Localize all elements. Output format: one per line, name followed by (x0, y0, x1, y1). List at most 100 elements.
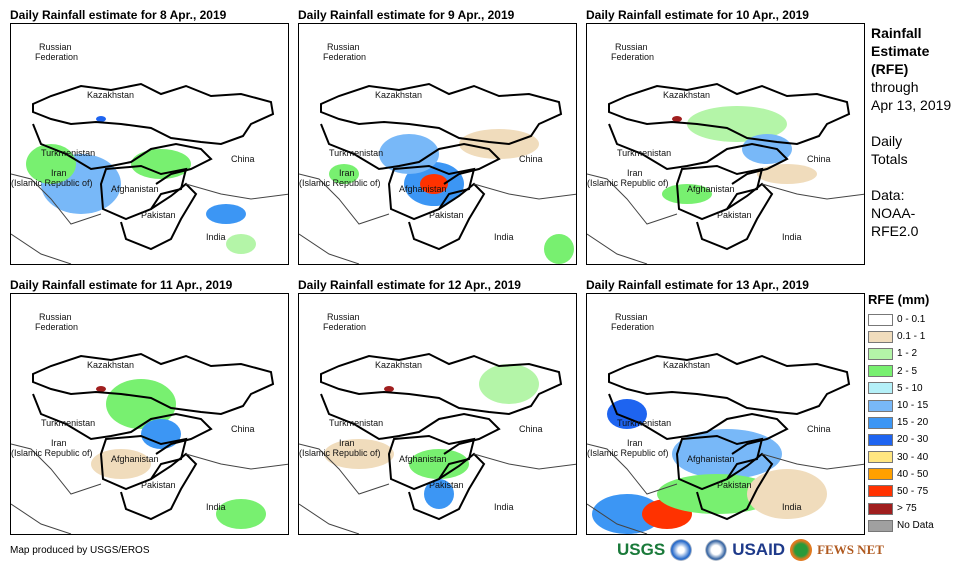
rainfall-area (592, 494, 662, 534)
rainfall-area (687, 106, 787, 142)
country-label-afghanistan: Afghanistan (399, 454, 447, 464)
legend-item: > 75 (868, 500, 934, 517)
country-label-iran: Iran (627, 438, 643, 448)
country-label-iran: Iran (339, 438, 355, 448)
rainfall-map (299, 352, 576, 534)
rainfall-area (409, 449, 469, 479)
country-boundaries (11, 82, 288, 264)
legend-swatch (868, 451, 893, 464)
rainfall-area (544, 234, 574, 264)
legend-label: > 75 (897, 503, 917, 515)
legend-swatch (868, 502, 893, 515)
rainfall-map (11, 82, 288, 264)
country-boundaries (299, 352, 576, 534)
country-label-russia: Russian (39, 42, 72, 52)
legend-item: 20 - 30 (868, 431, 934, 448)
legend-swatch (868, 519, 893, 532)
country-label-china: China (807, 424, 831, 434)
rainfall-area (479, 364, 539, 404)
rainfall-area (747, 469, 827, 519)
rainfall-area (424, 479, 454, 509)
info-title: Rainfall (871, 25, 922, 41)
info-title: Estimate (871, 43, 930, 59)
country-label-kazakhstan: Kazakhstan (375, 360, 423, 370)
legend-label: 30 - 40 (897, 451, 929, 463)
info-daily: Daily (871, 133, 903, 149)
country-label-russia: Russian (327, 42, 360, 52)
country-label-turkmenistan: Turkmenistan (617, 148, 672, 158)
legend-swatch (868, 382, 893, 395)
rainfall-area (216, 499, 266, 529)
country-label-afghanistan: Afghanistan (687, 454, 735, 464)
country-label-iran2: (Islamic Republic of) (11, 178, 93, 188)
rainfall-map-panel: Daily Rainfall estimate for 11 Apr., 201… (10, 278, 289, 540)
country-label-iran2: (Islamic Republic of) (299, 448, 381, 458)
country-label-india: India (206, 232, 226, 242)
country-label-india: India (494, 232, 514, 242)
legend-label: 40 - 50 (897, 468, 929, 480)
country-label-turkmenistan: Turkmenistan (329, 148, 384, 158)
rainfall-area (96, 386, 106, 392)
country-label-kazakhstan: Kazakhstan (663, 360, 711, 370)
legend-label: 0 - 0.1 (897, 314, 926, 326)
country-boundaries (11, 352, 288, 534)
country-label-russia2: Federation (323, 322, 367, 332)
panel-title: Daily Rainfall estimate for 13 Apr., 201… (586, 278, 809, 292)
country-label-russia: Russian (615, 42, 648, 52)
legend-item: 50 - 75 (868, 483, 934, 500)
country-label-turkmenistan: Turkmenistan (41, 148, 96, 158)
legend-item: 0 - 0.1 (868, 311, 934, 328)
country-boundaries (587, 352, 864, 534)
usaid-logo: USAID (732, 540, 786, 559)
country-boundaries (587, 82, 864, 264)
legend-label: 20 - 30 (897, 434, 929, 446)
country-label-kazakhstan: Kazakhstan (87, 90, 135, 100)
country-label-china: China (231, 424, 255, 434)
country-label-iran: Iran (51, 438, 67, 448)
country-label-russia2: Federation (611, 322, 655, 332)
country-label-afghanistan: Afghanistan (687, 184, 735, 194)
country-label-russia: Russian (39, 312, 72, 322)
rainfall-area (662, 184, 712, 204)
rainfall-map-panel: Daily Rainfall estimate for 9 Apr., 2019… (298, 8, 577, 270)
country-label-iran2: (Islamic Republic of) (299, 178, 381, 188)
country-label-china: China (519, 154, 543, 164)
country-boundaries (299, 82, 576, 264)
legend-label: 5 - 10 (897, 382, 923, 394)
legend-label: 15 - 20 (897, 417, 929, 429)
country-label-india: India (782, 502, 802, 512)
country-label-iran: Iran (627, 168, 643, 178)
country-label-india: India (206, 502, 226, 512)
info-title: (RFE) (871, 61, 909, 77)
country-label-iran2: (Islamic Republic of) (11, 448, 93, 458)
usgs-logo: USGS (617, 540, 666, 559)
rainfall-area (384, 386, 394, 392)
legend-item: 5 - 10 (868, 380, 934, 397)
panel-title: Daily Rainfall estimate for 9 Apr., 2019 (298, 8, 515, 22)
rainfall-area (96, 116, 106, 122)
rainfall-map-panel: Daily Rainfall estimate for 12 Apr., 201… (298, 278, 577, 540)
rainfall-area (672, 116, 682, 122)
legend-label: 1 - 2 (897, 348, 918, 360)
legend-label: 0.1 - 1 (897, 331, 926, 343)
country-label-pakistan: Pakistan (141, 480, 176, 490)
panel-title: Daily Rainfall estimate for 11 Apr., 201… (10, 278, 233, 292)
legend-swatch (868, 416, 893, 429)
legend-label: No Data (897, 520, 934, 532)
legend-swatch (868, 313, 893, 326)
country-label-russia2: Federation (35, 322, 79, 332)
legend-swatch (868, 433, 893, 446)
country-label-turkmenistan: Turkmenistan (329, 418, 384, 428)
legend-item: 15 - 20 (868, 414, 934, 431)
country-label-afghanistan: Afghanistan (111, 454, 159, 464)
country-label-pakistan: Pakistan (717, 480, 752, 490)
legend-item: 2 - 5 (868, 363, 934, 380)
rainfall-area (206, 204, 246, 224)
country-label-iran: Iran (339, 168, 355, 178)
country-label-russia2: Federation (35, 52, 79, 62)
logos: USGS USAID FEWS NET (617, 539, 884, 561)
noaa-logo (670, 539, 693, 561)
legend-item: 30 - 40 (868, 449, 934, 466)
rainfall-area (329, 164, 359, 184)
info-totals: Totals (871, 151, 908, 167)
